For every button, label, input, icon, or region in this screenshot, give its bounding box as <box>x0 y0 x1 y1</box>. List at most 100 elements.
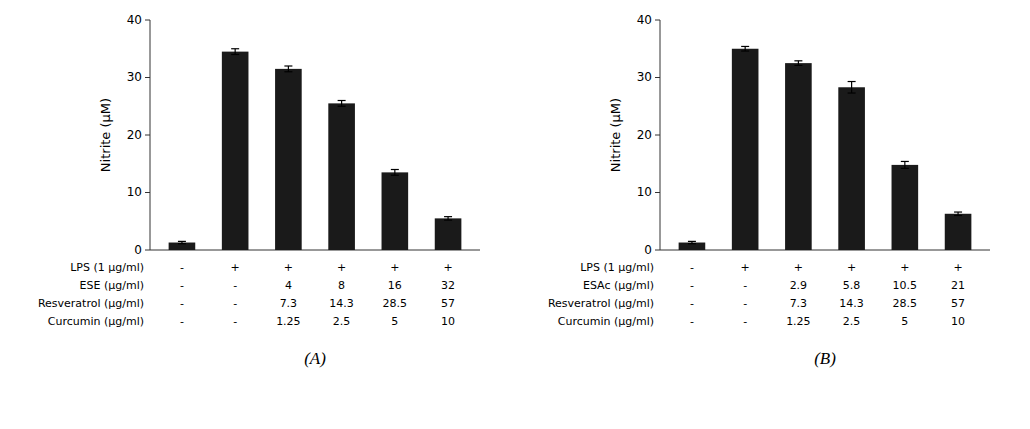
error-cap <box>284 71 292 72</box>
error-cap <box>794 60 802 61</box>
error-cap <box>794 65 802 66</box>
table-row-label: Resveratrol (μg/ml) <box>38 297 144 310</box>
y-tick-label: 30 <box>637 70 652 84</box>
y-tick <box>145 77 150 78</box>
error-bar <box>954 212 962 215</box>
error-line <box>288 66 289 72</box>
error-cap <box>391 169 399 170</box>
y-axis-line <box>660 20 661 250</box>
table-cell: 14.3 <box>329 297 354 310</box>
error-cap <box>178 243 186 244</box>
table-cell: 14.3 <box>839 297 864 310</box>
table-cell: - <box>743 297 747 310</box>
error-cap <box>954 215 962 216</box>
bar <box>945 214 972 250</box>
table-cell: - <box>233 315 237 328</box>
table-cell: + <box>741 261 750 274</box>
table-row-label: LPS (1 μg/ml) <box>70 261 144 274</box>
table-cell: 28.5 <box>383 297 408 310</box>
panel: 010203040Nitrite (μM)LPS (1 μg/ml)-+++++… <box>38 13 480 369</box>
y-axis-label: Nitrite (μM) <box>98 98 113 172</box>
table-cell: - <box>233 279 237 292</box>
table-cell: 10 <box>951 315 965 328</box>
table: LPS (1 μg/ml)-+++++ESAc (μg/ml)--2.95.81… <box>548 261 965 328</box>
table-cell: 1.25 <box>786 315 811 328</box>
bar <box>222 52 249 250</box>
y-tick <box>145 250 150 251</box>
table-cell: - <box>180 261 184 274</box>
table-cell: - <box>180 279 184 292</box>
error-bar <box>284 66 292 72</box>
table-cell: + <box>794 261 803 274</box>
table-cell: + <box>900 261 909 274</box>
error-cap <box>848 92 856 93</box>
bar <box>435 218 462 250</box>
table-cell: 7.3 <box>280 297 298 310</box>
table-cell: + <box>337 261 346 274</box>
y-tick-label: 30 <box>127 70 142 84</box>
error-line <box>904 161 905 168</box>
table-cell: + <box>231 261 240 274</box>
error-bar <box>444 217 452 220</box>
table-cell: 32 <box>441 279 455 292</box>
error-line <box>798 61 799 66</box>
table-cell: 57 <box>441 297 455 310</box>
y-tick <box>655 135 660 136</box>
table-row-label: ESE (μg/ml) <box>80 279 144 292</box>
table-cell: + <box>443 261 452 274</box>
table-cell: 10 <box>441 315 455 328</box>
error-cap <box>178 241 186 242</box>
y-tick <box>655 250 660 251</box>
table-cell: 10.5 <box>893 279 918 292</box>
error-bar <box>794 61 802 66</box>
error-bar <box>741 46 749 51</box>
error-cap <box>688 243 696 244</box>
bar <box>679 243 706 250</box>
table-row-label: Curcumin (μg/ml) <box>48 315 144 328</box>
table-cell: 2.5 <box>333 315 351 328</box>
y-tick <box>145 192 150 193</box>
table-cell: 8 <box>338 279 345 292</box>
table-cell: - <box>690 261 694 274</box>
table-row-label: Curcumin (μg/ml) <box>558 315 654 328</box>
table-row-label: LPS (1 μg/ml) <box>580 261 654 274</box>
error-bar <box>338 101 346 107</box>
y-tick-label: 0 <box>644 243 652 257</box>
y-tick <box>145 20 150 21</box>
error-cap <box>954 211 962 212</box>
error-line <box>235 49 236 55</box>
x-axis-line <box>660 250 990 251</box>
y-axis-label: Nitrite (μM) <box>608 98 623 172</box>
y-tick-label: 40 <box>637 13 652 27</box>
error-line <box>394 170 395 176</box>
table-cell: + <box>284 261 293 274</box>
bar <box>382 172 409 250</box>
y-tick <box>655 77 660 78</box>
bar <box>328 103 355 250</box>
panel: 010203040Nitrite (μM)LPS (1 μg/ml)-+++++… <box>548 13 990 369</box>
error-bar <box>178 241 186 243</box>
error-bar <box>901 161 909 168</box>
error-cap <box>901 161 909 162</box>
error-cap <box>688 241 696 242</box>
error-cap <box>848 81 856 82</box>
y-tick-label: 40 <box>127 13 142 27</box>
marks <box>169 49 462 250</box>
table-cell: - <box>743 315 747 328</box>
y-tick-label: 10 <box>637 185 652 199</box>
y-tick <box>655 20 660 21</box>
error-line <box>341 101 342 107</box>
error-cap <box>231 54 239 55</box>
x-axis-line <box>150 250 480 251</box>
table-cell: 4 <box>285 279 292 292</box>
error-line <box>851 82 852 94</box>
bar <box>892 165 919 250</box>
error-cap <box>444 220 452 221</box>
table: LPS (1 μg/ml)-+++++ESE (μg/ml)--481632Re… <box>38 261 455 328</box>
table-cell: 2.9 <box>790 279 808 292</box>
bar <box>838 87 865 250</box>
table-cell: 21 <box>951 279 965 292</box>
error-bar <box>848 82 856 94</box>
table-row-label: ESAc (μg/ml) <box>583 279 654 292</box>
table-cell: + <box>390 261 399 274</box>
